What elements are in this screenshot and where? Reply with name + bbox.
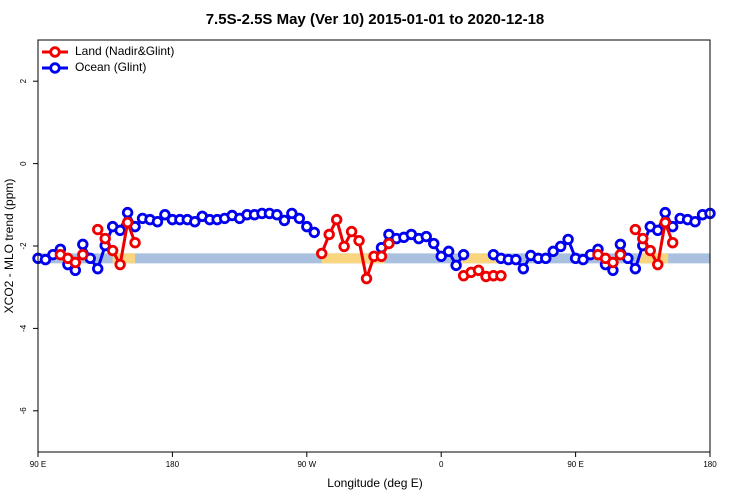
data-point (644, 244, 656, 257)
data-point (114, 224, 126, 237)
data-point (652, 258, 664, 271)
data-point (607, 256, 619, 269)
x-tick-label: 180 (166, 460, 180, 469)
data-point (121, 206, 134, 219)
data-point (562, 233, 574, 246)
data-point (345, 225, 358, 238)
y-tick-label: -2 (19, 242, 28, 250)
data-point (629, 262, 642, 275)
mean-band (459, 253, 501, 264)
y-tick-label: -4 (19, 324, 28, 332)
data-point (151, 215, 164, 228)
data-point (189, 215, 201, 228)
data-point (383, 237, 395, 250)
data-point (308, 226, 320, 239)
x-tick-label: 90 E (567, 460, 583, 469)
x-tick-label: 90 W (297, 460, 316, 469)
data-point (293, 212, 306, 225)
data-point (92, 262, 104, 275)
x-tick-label: 90 E (30, 460, 46, 469)
data-point (77, 238, 89, 251)
data-point (114, 258, 126, 271)
chart-title: 7.5S-2.5S May (Ver 10) 2015-01-01 to 202… (206, 11, 545, 28)
data-point (495, 269, 507, 282)
y-axis-label: XCO2 - MLO trend (ppm) (2, 179, 16, 314)
data-point (77, 248, 89, 261)
legend-label: Land (Nadir&Glint) (75, 44, 174, 58)
data-point (652, 224, 664, 237)
data-point (121, 216, 134, 229)
data-point (450, 259, 462, 272)
data-point (316, 247, 328, 260)
data-point (510, 253, 522, 266)
data-point (323, 228, 335, 241)
data-point (420, 230, 432, 243)
data-point (472, 264, 485, 277)
data-point (129, 237, 141, 249)
data-point (659, 206, 671, 219)
data-point (457, 248, 470, 261)
y-tick-label: -6 (19, 407, 28, 415)
mean-band (112, 253, 136, 264)
y-tick-label: 0 (19, 161, 28, 166)
data-point (338, 240, 350, 253)
data-point (577, 253, 589, 266)
data-point (554, 240, 567, 253)
data-point (428, 237, 440, 250)
data-point (159, 208, 171, 221)
data-point (301, 220, 313, 233)
data-point (278, 214, 291, 227)
data-point (360, 272, 373, 285)
data-point (540, 252, 552, 265)
y-tick-label: 2 (19, 78, 28, 83)
legend-marker (49, 46, 61, 58)
data-point (286, 207, 298, 220)
data-point (659, 216, 671, 229)
data-point (435, 250, 447, 262)
data-point (689, 215, 701, 228)
x-tick-label: 180 (703, 460, 717, 469)
legend-marker (49, 62, 61, 74)
data-point (614, 238, 627, 251)
data-point (629, 223, 642, 236)
x-axis-label: Longitude (deg E) (327, 476, 422, 490)
data-point (330, 213, 343, 226)
data-point (271, 208, 283, 221)
data-point (666, 237, 679, 249)
x-tick-label: 0 (439, 460, 444, 469)
data-point (614, 248, 627, 261)
data-point (69, 256, 82, 269)
plot-frame (37, 39, 711, 453)
data-point (99, 232, 111, 245)
data-point (106, 244, 119, 257)
data-point (547, 245, 559, 258)
data-point (442, 245, 455, 258)
mean-band (321, 253, 385, 264)
data-point (637, 232, 649, 245)
data-point (375, 250, 388, 262)
legend-label: Ocean (Glint) (75, 60, 146, 74)
data-point (353, 234, 365, 247)
data-point (39, 253, 52, 266)
data-point (92, 223, 104, 236)
data-point (517, 262, 530, 275)
